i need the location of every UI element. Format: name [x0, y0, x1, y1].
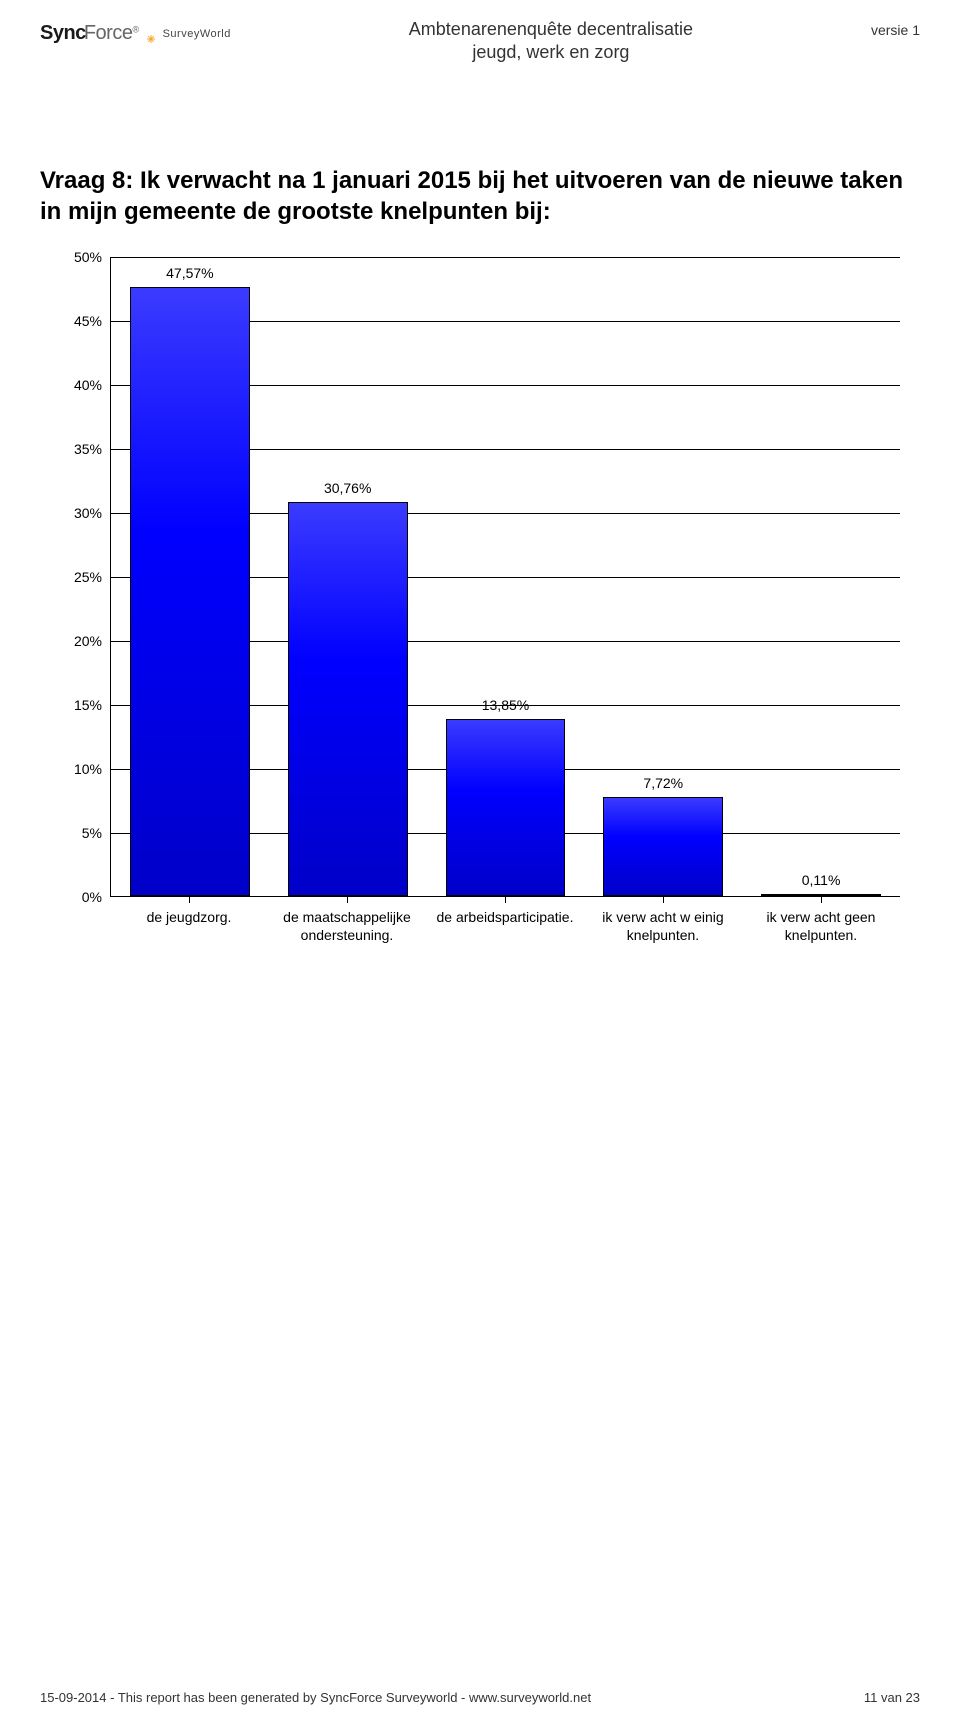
x-axis-category-label: ik verw acht geen knelpunten.: [742, 907, 900, 944]
asterisk-icon: [147, 30, 155, 38]
x-axis-category-label: ik verw acht w einig knelpunten.: [584, 907, 742, 944]
chart-plot-area: 47,57%30,76%13,85%7,72%0,11%: [110, 257, 900, 897]
chart-bar-cell: 0,11%: [742, 257, 900, 896]
chart-bar: 7,72%: [603, 797, 723, 896]
y-tick-label: 50%: [60, 249, 102, 265]
x-tick-mark: [189, 897, 190, 903]
y-tick-label: 25%: [60, 569, 102, 585]
page-header: SyncForce® SurveyWorld Ambtenarenenquête…: [40, 18, 920, 65]
chart-bar-cell: 30,76%: [269, 257, 427, 896]
x-axis-category-label: de arbeidsparticipatie.: [426, 907, 584, 944]
chart-bar-cell: 7,72%: [584, 257, 742, 896]
chart-bar-value-label: 13,85%: [410, 697, 602, 713]
x-tick-mark: [821, 897, 822, 903]
y-tick-label: 0%: [60, 889, 102, 905]
brand-primary-text: Sync: [40, 22, 86, 44]
brand-registered-mark: ®: [132, 25, 138, 35]
chart-bar-fill: [603, 797, 723, 896]
version-label: versie 1: [871, 18, 920, 38]
chart-bar-value-label: 30,76%: [252, 480, 444, 496]
page: SyncForce® SurveyWorld Ambtenarenenquête…: [0, 0, 960, 1735]
brand-logo-row: SyncForce® SurveyWorld: [40, 22, 231, 45]
footer-left-text: 15-09-2014 - This report has been genera…: [40, 1690, 591, 1705]
chart-bar-cell: 13,85%: [427, 257, 585, 896]
x-axis-category-label: de jeugdzorg.: [110, 907, 268, 944]
chart-bar: 47,57%: [130, 287, 250, 896]
report-title-line1: Ambtenarenenquête decentralisatie: [231, 18, 871, 41]
y-tick-label: 5%: [60, 825, 102, 841]
report-title-line2: jeugd, werk en zorg: [231, 41, 871, 64]
x-tick-mark: [347, 897, 348, 903]
y-tick-label: 10%: [60, 761, 102, 777]
bar-chart: 0%5%10%15%20%25%30%35%40%45%50% 47,57%30…: [60, 257, 920, 1017]
question-title: Vraag 8: Ik verwacht na 1 januari 2015 b…: [40, 165, 920, 227]
chart-bar-value-label: 47,57%: [94, 265, 286, 281]
chart-bar-fill: [130, 287, 250, 896]
x-tick-mark: [663, 897, 664, 903]
page-footer: 15-09-2014 - This report has been genera…: [40, 1690, 920, 1705]
brand-sub-text: SurveyWorld: [163, 28, 231, 40]
brand-secondary-text: Force: [84, 22, 133, 44]
chart-bar-value-label: 7,72%: [567, 775, 759, 791]
chart-bar-fill: [761, 894, 881, 896]
chart-bars: 47,57%30,76%13,85%7,72%0,11%: [111, 257, 900, 896]
y-tick-label: 20%: [60, 633, 102, 649]
chart-bar: 0,11%: [761, 894, 881, 896]
y-tick-label: 35%: [60, 441, 102, 457]
syncforce-logo: SyncForce®: [40, 22, 139, 45]
x-axis-labels: de jeugdzorg.de maatschappelijke onderst…: [110, 907, 900, 944]
y-tick-label: 15%: [60, 697, 102, 713]
footer-page-number: 11 van 23: [864, 1690, 920, 1705]
chart-bar-fill: [288, 502, 408, 896]
x-tick-mark: [505, 897, 506, 903]
chart-bar: 13,85%: [446, 719, 566, 896]
y-tick-label: 40%: [60, 377, 102, 393]
y-tick-label: 45%: [60, 313, 102, 329]
chart-bar: 30,76%: [288, 502, 408, 896]
y-tick-label: 30%: [60, 505, 102, 521]
chart-bar-fill: [446, 719, 566, 896]
report-title: Ambtenarenenquête decentralisatie jeugd,…: [231, 18, 871, 65]
chart-bar-cell: 47,57%: [111, 257, 269, 896]
header-brand-block: SyncForce® SurveyWorld: [40, 18, 231, 45]
chart-bar-value-label: 0,11%: [725, 872, 917, 888]
x-axis-category-label: de maatschappelijke ondersteuning.: [268, 907, 426, 944]
